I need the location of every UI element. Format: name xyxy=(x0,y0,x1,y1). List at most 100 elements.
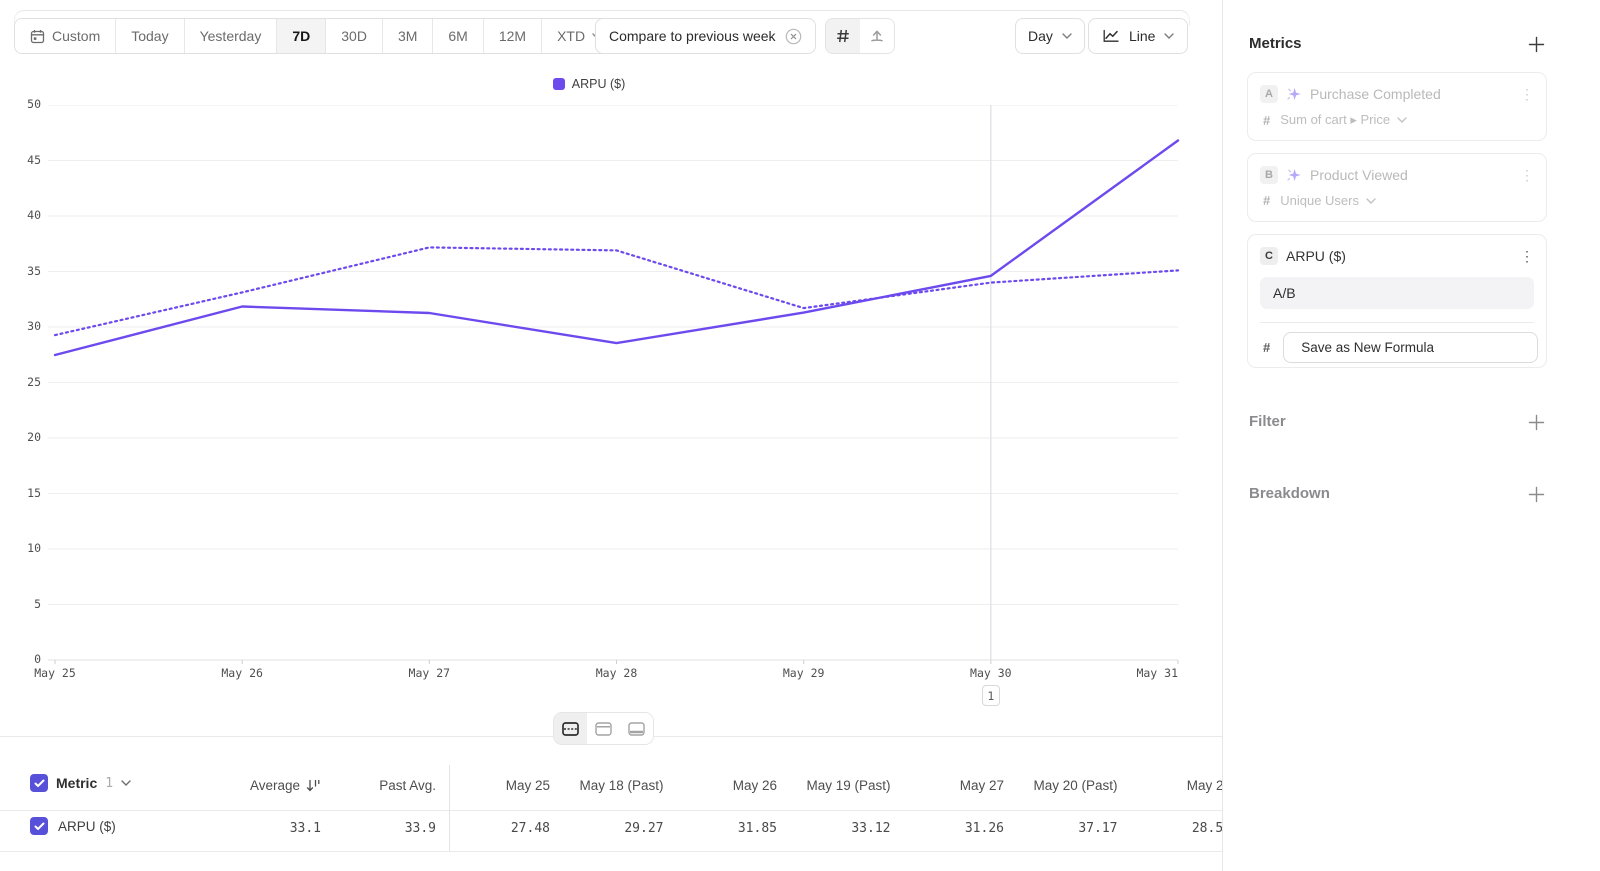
number-hash-icon[interactable]: # xyxy=(1263,340,1271,355)
date-column-value: 29.27 xyxy=(624,821,664,836)
legend-item[interactable]: ARPU ($) xyxy=(552,77,626,91)
layout-toggle-panel-bottom[interactable] xyxy=(620,713,653,744)
past-avg-column-header[interactable]: Past Avg. xyxy=(286,778,436,793)
chevron-down-icon[interactable] xyxy=(121,780,131,786)
x-axis-tick-label: May 27 xyxy=(408,666,451,680)
range-button-today[interactable]: Today xyxy=(116,19,185,53)
select-all-checkbox[interactable] xyxy=(30,774,48,792)
kebab-menu-icon[interactable]: ⋮ xyxy=(1520,86,1534,102)
table-header-divider xyxy=(0,810,1222,811)
x-axis-tick-label: May 28 xyxy=(595,666,638,680)
formula-card-header: C ARPU ($) ⋮ xyxy=(1248,235,1546,265)
range-button-12m[interactable]: 12M xyxy=(483,19,543,53)
chart-panel: Custom Today Yesterday 7D 30D 3M 6M 12M XTD Comp… xyxy=(0,10,1222,852)
metric-count: 1 xyxy=(105,775,114,791)
kebab-menu-icon[interactable]: ⋮ xyxy=(1520,167,1534,183)
close-circle-icon[interactable] xyxy=(785,28,802,45)
chart-legend: ARPU ($) xyxy=(0,77,1178,91)
metric-row-checkbox[interactable] xyxy=(30,817,48,835)
chart-toolbar: Custom Today Yesterday 7D 30D 3M 6M 12M XTD Comp… xyxy=(14,18,1190,54)
metric-title: Product Viewed xyxy=(1310,167,1408,183)
chart-canvas xyxy=(48,105,1180,664)
x-axis-tick-label: May 25 xyxy=(34,666,76,680)
metric-badge: C xyxy=(1260,247,1278,265)
measure-selector[interactable]: Unique Users xyxy=(1280,193,1376,208)
interval-dropdown[interactable]: Day xyxy=(1015,18,1085,54)
metric-row-label: ARPU ($) xyxy=(58,818,116,834)
date-column-value: 31.26 xyxy=(964,821,1004,836)
metric-column-header: Metric 1 xyxy=(30,774,131,792)
split-horizontal-icon xyxy=(562,721,579,736)
chevron-down-icon xyxy=(1366,197,1376,204)
line-chart-icon xyxy=(1102,28,1120,44)
formula-input[interactable]: A/B xyxy=(1260,277,1534,309)
date-column-header[interactable]: May 20 (Past) xyxy=(1033,778,1118,793)
range-button-6m[interactable]: 6M xyxy=(433,19,484,53)
chevron-down-icon xyxy=(1397,117,1407,123)
range-button-30d[interactable]: 30D xyxy=(326,19,383,53)
metric-card-b[interactable]: B Product Viewed ⋮ # Unique Users xyxy=(1247,153,1547,222)
range-button-yesterday[interactable]: Yesterday xyxy=(184,19,278,53)
average-column-header[interactable]: Average xyxy=(171,778,321,793)
event-sparkle-icon xyxy=(1286,167,1302,183)
filter-section-title: Filter xyxy=(1249,413,1286,430)
past-avg-value: 33.9 xyxy=(404,821,436,836)
calendar-icon xyxy=(30,29,45,44)
sort-descending-icon xyxy=(306,779,321,792)
layout-toggle-split-top[interactable] xyxy=(587,713,620,744)
date-column-header[interactable]: May 19 (Past) xyxy=(806,778,891,793)
y-axis-tick-label: 45 xyxy=(27,152,41,167)
line-chart[interactable]: 1 0 5 10 15 20 25 30 35 40 45 50 May 25 May 26 May 27… xyxy=(0,97,1222,717)
compare-chip[interactable]: Compare to previous week xyxy=(595,18,816,54)
add-metric-button[interactable] xyxy=(1526,34,1546,54)
metric-card-a[interactable]: A Purchase Completed ⋮ # Sum of cart ▸ Price xyxy=(1247,72,1547,141)
metric-card-formula[interactable]: C ARPU ($) ⋮ A/B # Save as New Formula xyxy=(1247,234,1547,368)
chart-type-dropdown[interactable]: Line xyxy=(1088,18,1189,54)
layout-toggle-group xyxy=(553,712,654,745)
query-sidebar: Metrics A Purchase Completed ⋮ # Sum of cart… xyxy=(1222,0,1600,871)
average-value: 33.1 xyxy=(289,821,321,836)
breakdown-section-title: Breakdown xyxy=(1249,485,1330,502)
y-axis-tick-label: 40 xyxy=(27,208,41,222)
date-column-value: 27.48 xyxy=(510,821,550,836)
range-button-3m[interactable]: 3M xyxy=(382,19,434,53)
panel-bottom-icon xyxy=(628,721,645,736)
x-axis-tick-label: May 29 xyxy=(782,666,825,680)
y-axis-tick-label: 30 xyxy=(27,319,41,333)
gridlines-toggle[interactable] xyxy=(826,19,860,53)
arrow-up-flag-icon xyxy=(869,28,885,44)
x-axis-tick-label: May 26 xyxy=(221,666,263,680)
kebab-menu-icon[interactable]: ⋮ xyxy=(1520,248,1534,264)
events-toggle[interactable] xyxy=(860,19,894,53)
measure-selector[interactable]: Sum of cart ▸ Price xyxy=(1280,112,1407,128)
add-filter-button[interactable] xyxy=(1526,412,1546,432)
date-column-header[interactable]: May 28 xyxy=(1186,778,1222,793)
date-range-group: Custom Today Yesterday 7D 30D 3M 6M 12M XTD xyxy=(14,18,619,54)
y-axis-tick-label: 50 xyxy=(27,97,41,111)
table-bottom-divider xyxy=(0,851,1222,852)
chevron-down-icon xyxy=(1062,33,1072,39)
compare-chip-label: Compare to previous week xyxy=(609,28,776,44)
y-axis-tick-label: 20 xyxy=(27,430,41,444)
metric-badge: B xyxy=(1260,166,1278,184)
date-column-header[interactable]: May 18 (Past) xyxy=(579,778,664,793)
save-as-new-formula-button[interactable]: Save as New Formula xyxy=(1283,332,1538,363)
range-button-7d[interactable]: 7D xyxy=(277,19,327,53)
add-breakdown-button[interactable] xyxy=(1526,484,1546,504)
annotation-badge[interactable]: 1 xyxy=(981,685,1000,706)
table-row[interactable]: ARPU ($) xyxy=(30,817,116,835)
date-column-header[interactable]: May 25 xyxy=(505,778,550,793)
chevron-down-icon xyxy=(1164,33,1175,39)
formula-save-row: # Save as New Formula xyxy=(1248,323,1546,363)
x-axis-tick-label: May 31 xyxy=(1136,666,1178,680)
chart-type-label: Line xyxy=(1129,28,1156,44)
range-button-custom[interactable]: Custom xyxy=(15,19,117,53)
average-header-label: Average xyxy=(249,778,300,793)
table-column-divider xyxy=(449,765,450,851)
date-column-header[interactable]: May 27 xyxy=(959,778,1004,793)
layout-toggle-split-horizontal[interactable] xyxy=(554,713,587,744)
legend-label: ARPU ($) xyxy=(571,77,626,91)
date-column-header[interactable]: May 26 xyxy=(732,778,777,793)
metric-title: Purchase Completed xyxy=(1310,86,1441,102)
